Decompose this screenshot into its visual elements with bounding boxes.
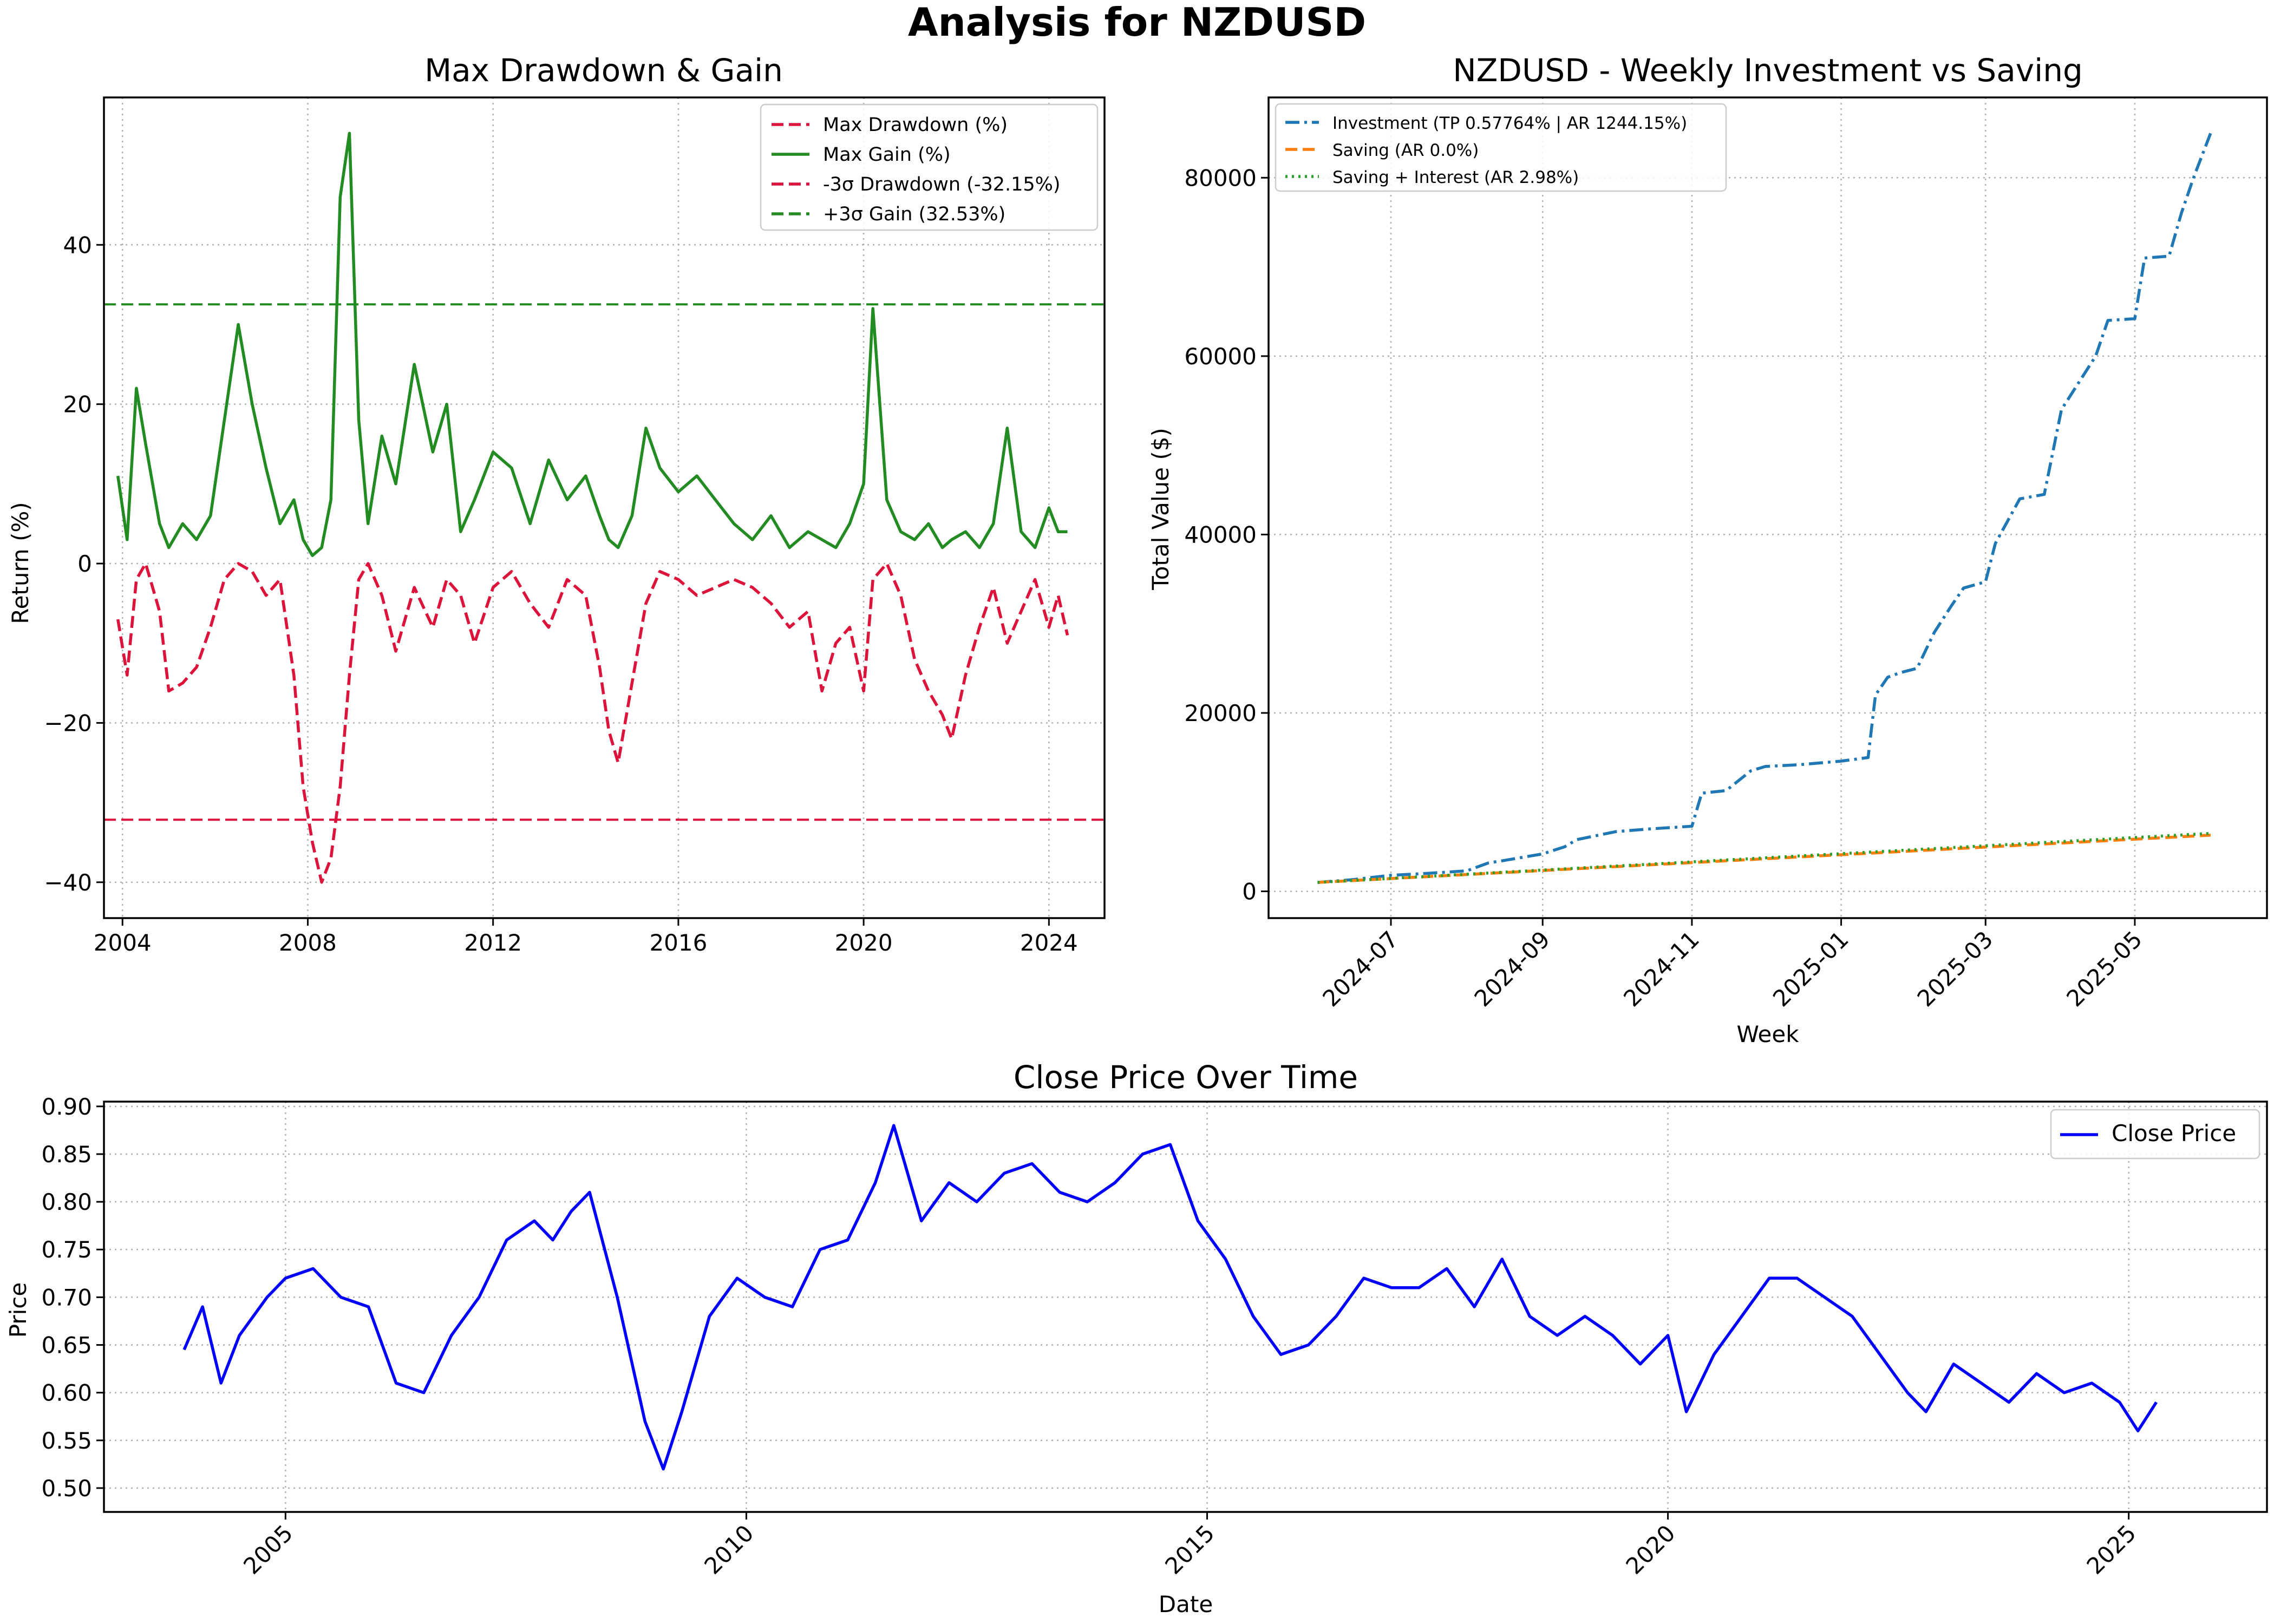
x-tick-label: 2024-11: [1618, 926, 1704, 1012]
legend-box: [760, 103, 1099, 231]
panel-close-price-ylabel: Price: [5, 1282, 31, 1338]
y-tick-label: 40: [63, 232, 92, 258]
y-tick-label: 20: [63, 391, 92, 418]
legend-label: Close Price: [2112, 1120, 2236, 1147]
x-tick-label: 2015: [1160, 1520, 1219, 1579]
panel-close-price-yticks: 0.50 0.55 0.60 0.65 0.70 0.75 0.80 0.85 0.90: [41, 1093, 104, 1502]
y-tick-label: 0.55: [41, 1427, 92, 1454]
panel-close-price-xticks: 2005 2010 2015 2020 2025: [238, 1512, 2141, 1580]
legend-label: -3σ Drawdown (-32.15%): [823, 174, 1061, 195]
x-tick-label: 2025: [2082, 1520, 2141, 1579]
x-tick-label: 2024-09: [1469, 926, 1556, 1012]
series-line: [1317, 132, 2212, 884]
panel-close-price-grid: [104, 1102, 2267, 1512]
panel-close-price-xlabel: Date: [1159, 1591, 1213, 1618]
y-tick-label: 0.65: [41, 1332, 92, 1359]
y-tick-label: 0.90: [41, 1093, 92, 1120]
x-tick-label: 2024: [1020, 929, 1078, 956]
y-tick-label: 0.60: [41, 1380, 92, 1406]
legend-label: Max Gain (%): [823, 144, 951, 166]
legend-label: Max Drawdown (%): [823, 114, 1008, 136]
panel-investment-title: NZDUSD - Weekly Investment vs Saving: [1453, 52, 2083, 89]
panel-investment-legend: Investment (TP 0.57764% | AR 1244.15%) Sa…: [1275, 103, 1727, 192]
y-tick-label: 0: [1242, 879, 1257, 905]
legend-label: Saving + Interest (AR 2.98%): [1332, 168, 1579, 187]
panel-drawdown-gain-grid: [104, 97, 1105, 918]
legend-label: Investment (TP 0.57764% | AR 1244.15%): [1332, 114, 1687, 133]
panel-investment: NZDUSD - Weekly Investment vs Saving Tot…: [1147, 52, 2268, 1047]
panel-drawdown-gain-yticks: −40 −20 0 20 40: [44, 232, 104, 896]
y-tick-label: 0.50: [41, 1475, 92, 1502]
x-tick-label: 2025-03: [1912, 926, 1998, 1012]
x-tick-label: 2010: [699, 1520, 759, 1579]
series-line: [116, 132, 1068, 558]
panel-drawdown-gain-reference-lines: [104, 303, 1105, 821]
panel-investment-series: [1317, 132, 2212, 884]
panel-drawdown-gain-series: [116, 132, 1069, 884]
y-tick-label: 0.85: [41, 1141, 92, 1168]
x-tick-label: 2025-01: [1768, 926, 1854, 1012]
series-line: [182, 1124, 2158, 1471]
panel-investment-grid: [1269, 97, 2267, 918]
y-tick-label: 20000: [1184, 700, 1257, 726]
panel-investment-frame: [1267, 96, 2268, 919]
panel-close-price-title: Close Price Over Time: [1014, 1059, 1358, 1096]
panel-drawdown-gain-legend: Max Drawdown (%) Max Gain (%) -3σ Drawdown…: [760, 103, 1099, 231]
panel-investment-yticks: 0 20000 40000 60000 80000: [1184, 165, 1269, 905]
y-tick-label: 0.75: [41, 1236, 92, 1263]
panel-drawdown-gain-title: Max Drawdown & Gain: [424, 52, 783, 89]
panel-drawdown-gain-xticks: 2004 2008 2012 2016 2020 2024: [94, 918, 1078, 956]
y-tick-label: −40: [44, 869, 92, 896]
panel-investment-ylabel: Total Value ($): [1147, 428, 1174, 591]
panel-drawdown-gain-frame: [103, 96, 1106, 919]
legend-label: Saving (AR 0.0%): [1332, 141, 1479, 160]
series-line: [116, 562, 1069, 884]
y-tick-label: 60000: [1184, 343, 1257, 370]
x-tick-label: 2008: [279, 929, 337, 956]
panel-close-price-frame: [103, 1101, 2268, 1513]
series-line: [1317, 831, 2211, 884]
y-tick-label: 40000: [1184, 521, 1257, 548]
y-tick-label: 0.80: [41, 1189, 92, 1215]
panel-investment-xlabel: Week: [1736, 1021, 1799, 1047]
panel-drawdown-gain-ylabel: Return (%): [7, 502, 34, 624]
panel-close-price: Close Price Over Time Price Date 2005 201…: [5, 1059, 2268, 1618]
panel-investment-xticks: 2024-07 2024-09 2024-11 2025-01 2025-03 2025-…: [1317, 918, 2147, 1012]
y-tick-label: 0.70: [41, 1284, 92, 1311]
y-tick-label: 80000: [1184, 165, 1257, 191]
x-tick-label: 2020: [835, 929, 893, 956]
x-tick-label: 2012: [464, 929, 522, 956]
x-tick-label: 2005: [238, 1520, 298, 1579]
panel-drawdown-gain: Max Drawdown & Gain Return (%) 2004 2008 2…: [7, 52, 1106, 956]
panel-close-price-series: [182, 1124, 2158, 1471]
x-tick-label: 2016: [649, 929, 707, 956]
x-tick-label: 2004: [94, 929, 152, 956]
x-tick-label: 2020: [1620, 1520, 1680, 1579]
legend-label: +3σ Gain (32.53%): [823, 204, 1005, 225]
series-line: [1317, 834, 2211, 884]
x-tick-label: 2024-07: [1317, 926, 1403, 1012]
legend-box: [2050, 1109, 2260, 1160]
figure-title: Analysis for NZDUSD: [908, 0, 1366, 45]
y-tick-label: −20: [44, 710, 92, 736]
legend-box: [1275, 103, 1727, 192]
x-tick-label: 2025-05: [2061, 926, 2147, 1012]
y-tick-label: 0: [77, 551, 92, 577]
panel-close-price-legend: Close Price: [2050, 1109, 2260, 1160]
